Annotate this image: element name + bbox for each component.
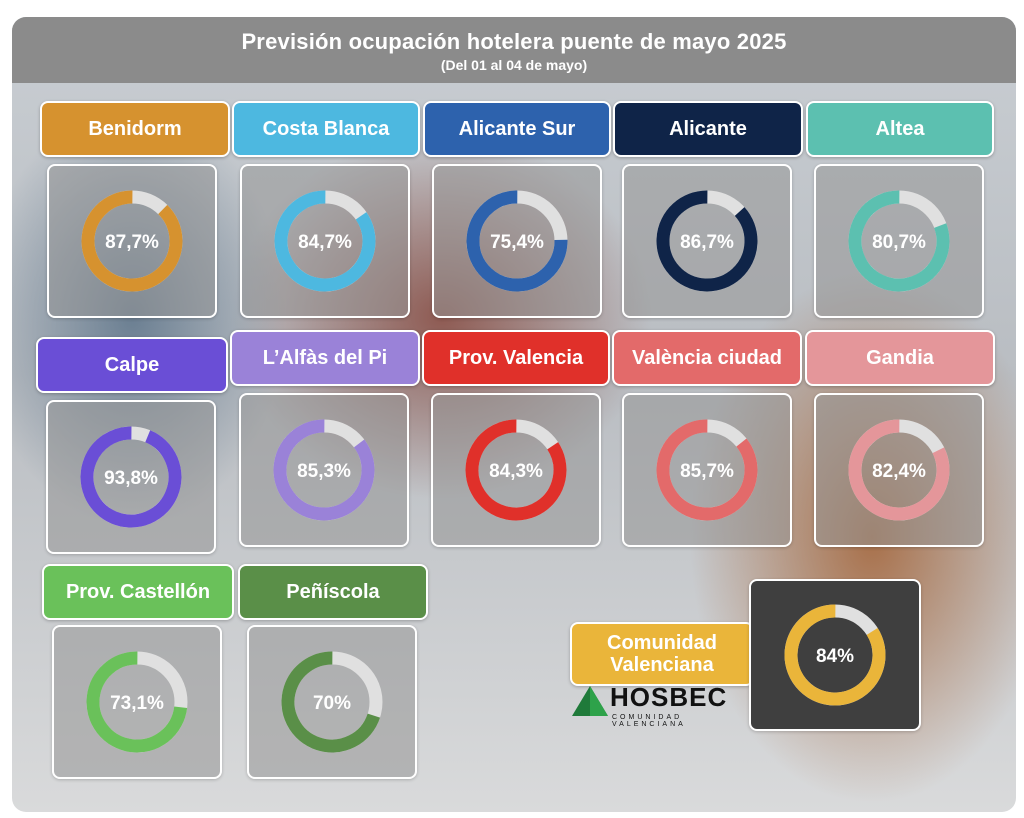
donut-comunidad-valenciana: 84% — [784, 604, 886, 706]
data-label-l-alfas-del-pi: 85,3% — [297, 461, 351, 482]
donut-alicante: 86,7% — [656, 190, 758, 292]
label-alicante-sur: Alicante Sur — [423, 101, 611, 157]
data-label-peniscola: 70% — [313, 693, 351, 714]
data-label-costa-blanca: 84,7% — [298, 232, 352, 253]
donut-value-arc-comunidad-valenciana — [784, 604, 886, 706]
donut-benidorm: 87,7% — [81, 190, 183, 292]
donut-card-calpe: 93,8% — [46, 400, 216, 554]
donut-costa-blanca: 84,7% — [274, 190, 376, 292]
hosbec-logo: HOSBEC COMUNIDAD VALENCIANA — [570, 680, 730, 730]
label-comunidad-valenciana: Comunidad Valenciana — [570, 622, 754, 686]
donut-value-arc-benidorm — [81, 190, 183, 292]
donut-peniscola: 70% — [281, 651, 383, 753]
logo-subtext: COMUNIDAD VALENCIANA — [612, 714, 686, 728]
donut-card-costa-blanca: 84,7% — [240, 164, 410, 318]
label-costa-blanca: Costa Blanca — [232, 101, 420, 157]
label-prov-castellon: Prov. Castellón — [42, 564, 234, 620]
donut-value-arc-l-alfas-del-pi — [273, 419, 375, 521]
donut-calpe: 93,8% — [80, 426, 182, 528]
donut-card-comunidad-valenciana: 84% — [749, 579, 921, 731]
label-peniscola: Peñíscola — [238, 564, 428, 620]
chart-subtitle: (Del 01 al 04 de mayo) — [440, 57, 588, 73]
label-l-alfas-del-pi: L’Alfàs del Pi — [230, 330, 420, 386]
donut-valencia-ciudad: 85,7% — [656, 419, 758, 521]
logo-mountain-icon — [572, 686, 608, 716]
label-benidorm: Benidorm — [40, 101, 230, 157]
donut-prov-valencia: 84,3% — [465, 419, 567, 521]
donut-card-altea: 80,7% — [814, 164, 984, 318]
donut-value-arc-prov-castellon — [86, 651, 188, 753]
label-altea: Altea — [806, 101, 994, 157]
chart-title: Previsión ocupación hotelera puente de m… — [241, 29, 787, 54]
donut-value-arc-calpe — [80, 426, 182, 528]
data-label-benidorm: 87,7% — [105, 232, 159, 253]
data-label-prov-castellon: 73,1% — [110, 693, 164, 714]
donut-value-arc-gandia — [848, 419, 950, 521]
data-label-gandia: 82,4% — [872, 461, 926, 482]
donut-l-alfas-del-pi: 85,3% — [273, 419, 375, 521]
donut-card-benidorm: 87,7% — [47, 164, 217, 318]
donut-prov-castellon: 73,1% — [86, 651, 188, 753]
donut-card-gandia: 82,4% — [814, 393, 984, 547]
data-label-alicante: 86,7% — [680, 232, 734, 253]
label-alicante: Alicante — [613, 101, 803, 157]
data-label-valencia-ciudad: 85,7% — [680, 461, 734, 482]
logo-wordmark: HOSBEC — [610, 682, 728, 712]
label-prov-valencia: Prov. Valencia — [422, 330, 610, 386]
data-label-altea: 80,7% — [872, 232, 926, 253]
donut-card-l-alfas-del-pi: 85,3% — [239, 393, 409, 547]
data-label-prov-valencia: 84,3% — [489, 461, 543, 482]
label-gandia: Gandia — [805, 330, 995, 386]
donut-card-peniscola: 70% — [247, 625, 417, 779]
donut-card-valencia-ciudad: 85,7% — [622, 393, 792, 547]
data-label-calpe: 93,8% — [104, 468, 158, 489]
data-label-comunidad-valenciana: 84% — [816, 646, 854, 667]
donut-card-alicante: 86,7% — [622, 164, 792, 318]
donut-value-arc-altea — [848, 190, 950, 292]
donut-altea: 80,7% — [848, 190, 950, 292]
donut-value-arc-alicante — [656, 190, 758, 292]
donut-card-prov-valencia: 84,3% — [431, 393, 601, 547]
header-bar: Previsión ocupación hotelera puente de m… — [12, 17, 1016, 83]
data-label-alicante-sur: 75,4% — [490, 232, 544, 253]
donut-gandia: 82,4% — [848, 419, 950, 521]
donut-card-alicante-sur: 75,4% — [432, 164, 602, 318]
label-calpe: Calpe — [36, 337, 228, 393]
donut-card-prov-castellon: 73,1% — [52, 625, 222, 779]
label-valencia-ciudad: València ciudad — [612, 330, 802, 386]
donut-alicante-sur: 75,4% — [466, 190, 568, 292]
